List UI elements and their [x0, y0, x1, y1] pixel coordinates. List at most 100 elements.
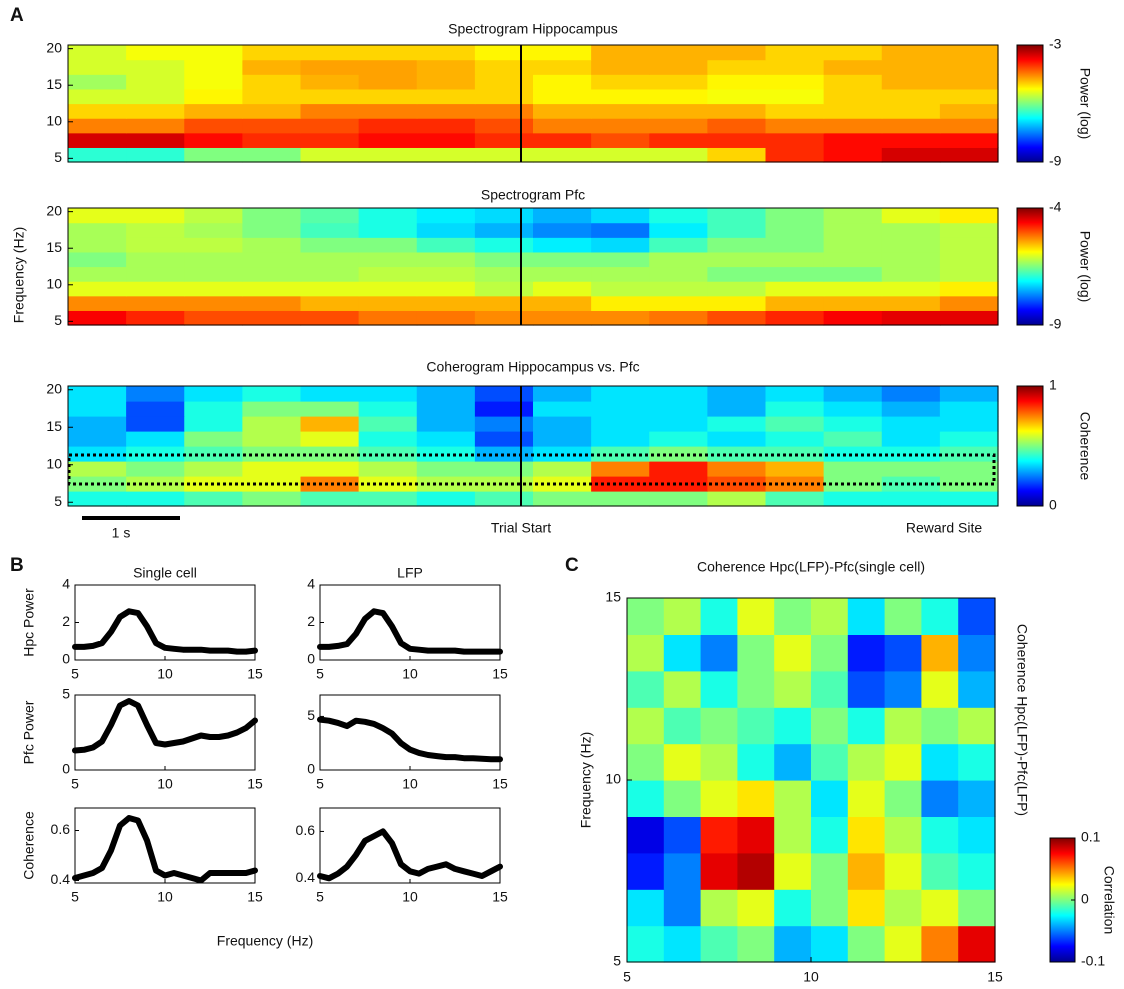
y-axis-label: Frequency (Hz): [11, 227, 27, 323]
colorbar-tick-label: -4: [1049, 199, 1062, 215]
heatmap-cell: [939, 431, 999, 447]
heatmap-cell: [300, 118, 360, 134]
chart-title: Spectrogram Pfc: [481, 187, 585, 203]
heatmap-cell: [939, 251, 999, 268]
heatmap-cell: [707, 118, 767, 134]
heatmap-cell: [533, 45, 592, 61]
heatmap-cell: [939, 461, 999, 477]
chart-title: Spectrogram Hippocampus: [448, 21, 618, 37]
heatmap-cell: [474, 222, 534, 238]
heatmap-cell: [939, 222, 999, 238]
heatmap-cell: [765, 59, 825, 75]
heatmap-cell: [184, 132, 243, 148]
heatmap-cell: [126, 386, 185, 402]
y-tick-label: 0.4: [51, 871, 71, 887]
heatmap-cell: [474, 401, 534, 417]
x-tick-label: 5: [316, 776, 324, 792]
heatmap-cell: [765, 45, 825, 61]
heatmap-cell: [884, 889, 922, 927]
heatmap-cell: [474, 103, 534, 119]
y-tick-label: 4: [62, 576, 70, 592]
y-tick-label: 0.6: [296, 822, 316, 838]
heatmap-cell: [358, 491, 418, 507]
heatmap-cell: [707, 401, 767, 417]
heatmap-cell: [765, 281, 825, 297]
heatmap-cell: [300, 295, 360, 311]
heatmap-cell: [242, 222, 302, 238]
heatmap-cell: [823, 386, 883, 402]
x-tick-label: 5: [71, 666, 79, 682]
heatmap-cell: [126, 491, 185, 507]
heatmap-cell: [533, 237, 592, 253]
heatmap-cell: [68, 118, 127, 134]
heatmap-cell: [242, 59, 302, 75]
heatmap-cell: [707, 222, 767, 238]
heatmap-cell: [68, 431, 127, 447]
heatmap-cell: [939, 59, 999, 75]
heatmap-cell: [533, 208, 592, 224]
heatmap-cell: [184, 222, 243, 238]
heatmap-cell: [184, 401, 243, 417]
heatmap-cell: [591, 237, 650, 253]
heatmap-cell: [358, 251, 418, 268]
heatmap-cell: [823, 431, 883, 447]
heatmap-cell: [68, 295, 127, 311]
heatmap-cell: [939, 88, 999, 105]
heatmap-cell: [591, 118, 650, 134]
heatmap-cell: [707, 208, 767, 224]
heatmap-cell: [663, 670, 702, 708]
heatmap-cell: [184, 310, 243, 326]
heatmap-cell: [649, 222, 708, 238]
heatmap-cell: [126, 208, 185, 224]
heatmap-cell: [921, 634, 959, 672]
heatmap-cell: [884, 598, 922, 635]
heatmap-cell: [358, 386, 418, 402]
heatmap-cell: [533, 491, 592, 507]
heatmap-cell: [242, 208, 302, 224]
heatmap-cell: [881, 476, 941, 492]
heatmap-cell: [847, 707, 886, 745]
heatmap-cell: [649, 476, 708, 492]
heatmap-cell: [68, 310, 127, 326]
y-tick-label: 10: [605, 771, 621, 787]
heatmap-cell: [242, 386, 302, 402]
heatmap-cell: [765, 251, 825, 268]
heatmap-cell: [68, 45, 127, 61]
heatmap-cell: [707, 147, 767, 163]
y-tick-label: 5: [307, 707, 315, 723]
heatmap-cell: [881, 281, 941, 297]
heatmap-cell: [649, 295, 708, 311]
heatmap-cell: [881, 266, 941, 282]
heatmap-cell: [300, 132, 360, 148]
heatmap-cell: [300, 491, 360, 507]
heatmap-cell: [126, 103, 185, 119]
heatmap-cell: [663, 925, 702, 963]
heatmap-cell: [649, 416, 708, 432]
heatmap-cell: [358, 59, 418, 75]
highlight-box: [67, 453, 996, 486]
heatmap-cell: [591, 446, 650, 462]
heatmap-cell: [474, 416, 534, 432]
heatmap-cell: [649, 310, 708, 326]
heatmap-cell: [884, 634, 922, 672]
heatmap-cell: [811, 634, 849, 672]
heatmap-cell: [184, 281, 243, 297]
heatmap-cell: [358, 118, 418, 134]
heatmap-cell: [881, 386, 941, 402]
heatmap-cell: [533, 431, 592, 447]
heatmap-cell: [416, 237, 476, 253]
y-tick-label: 15: [46, 239, 62, 255]
heatmap-cell: [242, 281, 302, 297]
heatmap-cell: [649, 386, 708, 402]
heatmap-cell: [958, 852, 996, 890]
heatmap-cell: [416, 310, 476, 326]
heatmap-cell: [881, 310, 941, 326]
heatmap-cell: [533, 266, 592, 282]
heatmap-cell: [533, 118, 592, 134]
heatmap-cell: [126, 266, 185, 282]
heatmap-cell: [242, 461, 302, 477]
heatmap-cell: [707, 74, 767, 90]
heatmap-cell: [416, 461, 476, 477]
heatmap-cell: [300, 222, 360, 238]
heatmap-cell: [649, 461, 708, 477]
